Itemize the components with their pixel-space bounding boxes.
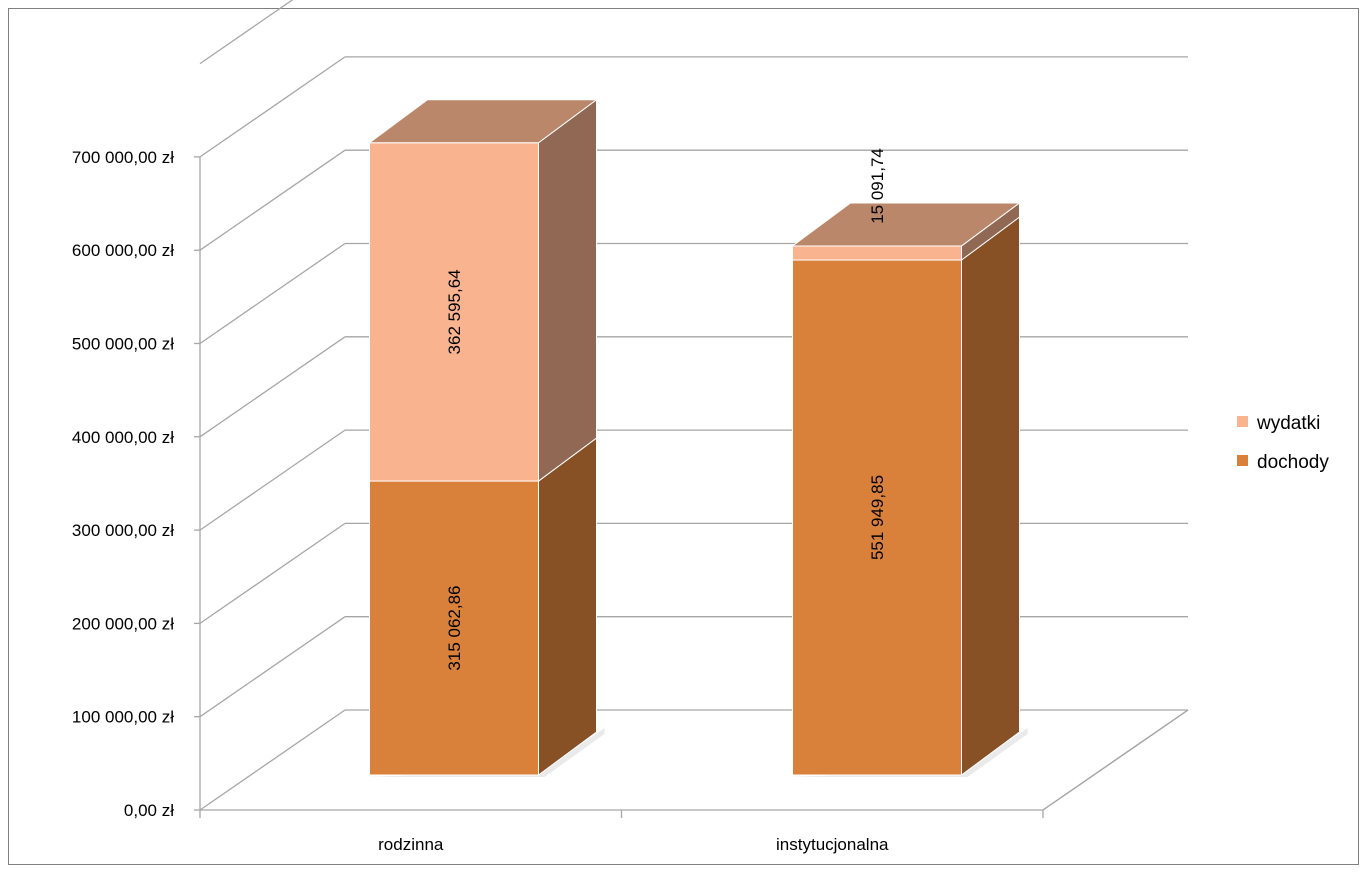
bar-side bbox=[538, 98, 597, 483]
gridline-side bbox=[199, 522, 346, 624]
legend: wydatki dochody bbox=[1237, 413, 1329, 473]
legend-swatch bbox=[1237, 455, 1248, 466]
bar-front bbox=[792, 259, 962, 776]
gridlines bbox=[199, 0, 1188, 811]
bar-top bbox=[367, 99, 599, 144]
gridline-side bbox=[199, 336, 346, 438]
floor-right-edge-line bbox=[1042, 709, 1189, 811]
bar-segment-wydatki: 362 595,64 bbox=[367, 98, 599, 483]
bar-stack-instytucjonalna: 551 949,85 15 091,74 bbox=[788, 148, 1028, 777]
legend-item-dochody: dochody bbox=[1237, 452, 1329, 473]
legend-label: wydatki bbox=[1256, 413, 1320, 434]
x-tick-label: instytucjonalna bbox=[776, 835, 889, 854]
gridline-side bbox=[199, 429, 346, 531]
y-tick-label: 400 000,00 zł bbox=[72, 428, 174, 447]
data-label: 551 949,85 bbox=[868, 475, 887, 560]
y-tick-label: 200 000,00 zł bbox=[72, 614, 174, 633]
bar-top bbox=[790, 202, 1022, 247]
bar-segment-wydatki: 15 091,74 bbox=[790, 148, 1022, 262]
bar-side bbox=[538, 437, 597, 776]
gridline-side bbox=[199, 56, 346, 158]
y-axis-ticks: 0,00 zł 100 000,00 zł 200 000,00 zł 300 000… bbox=[72, 148, 200, 820]
bar-segment-dochody: 551 949,85 bbox=[792, 216, 1020, 776]
y-tick-label: 300 000,00 zł bbox=[72, 521, 174, 540]
bar-front bbox=[369, 142, 539, 482]
y-tick-label: 700 000,00 zł bbox=[72, 148, 174, 167]
x-tick-label: rodzinna bbox=[378, 835, 444, 854]
bar-front bbox=[369, 480, 539, 776]
gridline-side bbox=[199, 242, 346, 345]
legend-label: dochody bbox=[1257, 452, 1329, 473]
gridline-side bbox=[199, 616, 346, 718]
data-label: 315 062,86 bbox=[445, 585, 464, 670]
bar-side bbox=[961, 216, 1020, 776]
chart-walls bbox=[1042, 709, 1189, 811]
y-tick-label: 100 000,00 zł bbox=[72, 708, 174, 727]
bar-segment-dochody: 315 062,86 bbox=[369, 437, 597, 776]
gridline-side bbox=[199, 149, 346, 251]
y-tick-label: 500 000,00 zł bbox=[72, 335, 174, 354]
bar-stack-rodzinna: 315 062,86 362 595,64 bbox=[365, 98, 605, 777]
bars: 315 062,86 362 595,64 551 949,85 15 091,74 bbox=[365, 98, 1028, 777]
legend-swatch bbox=[1237, 416, 1248, 427]
y-tick-label: 600 000,00 zł bbox=[72, 241, 174, 260]
gridline-side bbox=[199, 709, 346, 811]
gridline-side bbox=[199, 0, 294, 65]
bar-front bbox=[792, 245, 962, 261]
legend-item-wydatki: wydatki bbox=[1237, 413, 1320, 434]
data-label: 362 595,64 bbox=[445, 269, 464, 354]
y-tick-label: 0,00 zł bbox=[124, 801, 174, 820]
data-label: 15 091,74 bbox=[868, 148, 887, 224]
x-axis-ticks: rodzinna instytucjonalna bbox=[199, 810, 1044, 854]
